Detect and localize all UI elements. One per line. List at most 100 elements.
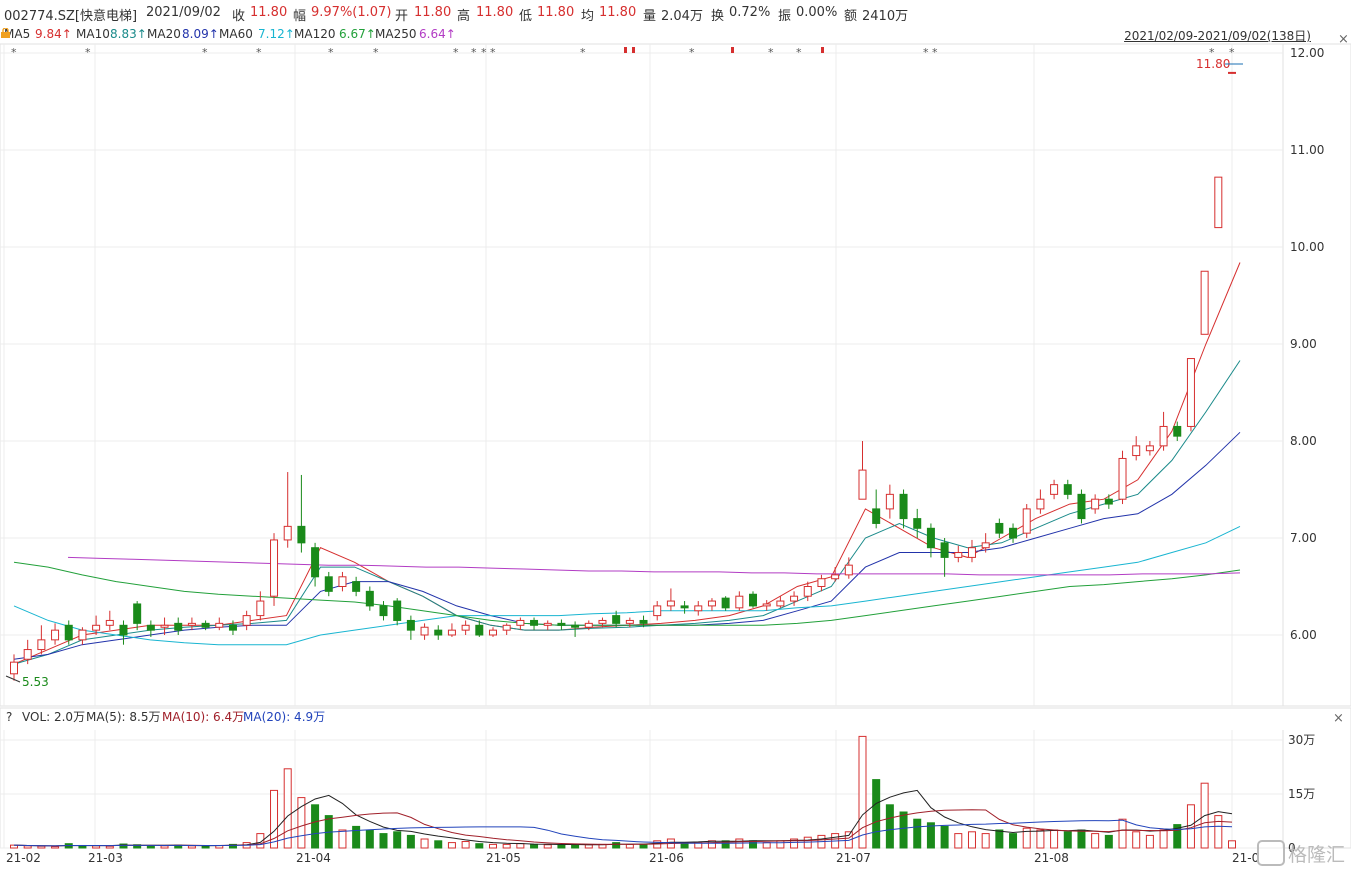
candle-body [762, 603, 771, 607]
candle-body [133, 603, 142, 624]
date-range-link[interactable]: 2021/02/09-2021/09/02(138日) [1124, 29, 1311, 43]
last-price-marker: 11.80 [1196, 57, 1243, 71]
lock-icon[interactable] [0, 28, 11, 38]
volume-bar [92, 845, 101, 849]
event-flag-marker [731, 47, 734, 53]
candle-body [625, 619, 634, 624]
turn-label: 换 [711, 9, 725, 24]
date-tick-label: 21-05 [486, 851, 521, 865]
event-star-marker: * [373, 46, 379, 59]
event-star-marker: * [1209, 46, 1215, 59]
help-icon[interactable]: ? [6, 710, 12, 724]
candle-body [926, 527, 935, 549]
stock-code[interactable]: 002774.SZ[快意电梯] [4, 9, 138, 24]
date-tick-label: 21-0 [1232, 851, 1259, 865]
volume-bar [625, 843, 634, 849]
ma-line-ma10 [13, 360, 1241, 665]
candle-body [790, 595, 799, 602]
candle-body [1022, 508, 1031, 534]
event-star-marker: * [689, 46, 695, 59]
candle-body [721, 597, 730, 609]
close-icon[interactable]: × [1338, 32, 1349, 47]
candle-body [324, 576, 333, 592]
candle-body [954, 552, 963, 558]
candle-body [1077, 493, 1086, 520]
event-star-marker: * [490, 46, 496, 59]
price-tick-label: 6.00 [1290, 628, 1317, 642]
volume-bar [1145, 834, 1154, 849]
ma250-label: MA250 [375, 27, 417, 41]
volume-bar [1104, 834, 1113, 849]
candle-body [475, 624, 484, 636]
candle-body [242, 615, 251, 626]
event-star-marker: * [580, 46, 586, 59]
close-icon[interactable]: × [1333, 711, 1344, 726]
open-label: 开 [395, 9, 409, 24]
candle-body [365, 590, 374, 607]
candle-body [338, 576, 347, 587]
volume-bar [51, 846, 60, 849]
volume-bar [557, 844, 566, 849]
vol-ma5: MA(5): 8.5万 [86, 710, 161, 724]
candle-body [680, 605, 689, 609]
event-star-marker: * [1229, 46, 1235, 59]
volume-bar [475, 843, 484, 849]
watermark-logo [1257, 840, 1285, 866]
volume-bar [776, 840, 785, 849]
high-value: 11.80 [476, 5, 514, 20]
vol-ma20: MA(20): 4.9万 [243, 710, 325, 724]
ma20-label: MA20 [147, 27, 181, 41]
volume-bar [913, 818, 922, 849]
low-price-marker: 5.53 [5, 675, 49, 689]
avg-label: 均 [581, 9, 595, 24]
candle-body [913, 518, 922, 529]
volume-bar [160, 845, 169, 849]
volume-bar [146, 845, 155, 849]
open-value: 11.80 [414, 5, 452, 20]
candle-body [447, 629, 456, 636]
ma5-label: MA5 [4, 27, 31, 41]
candle-body [1132, 445, 1141, 457]
candle-body [174, 622, 183, 631]
candle-body [1173, 425, 1182, 437]
volume-bar [1214, 815, 1223, 849]
volume-bar [790, 838, 799, 849]
date-tick-label: 21-07 [836, 851, 871, 865]
volume-bar [461, 841, 470, 849]
volume-bar [502, 843, 511, 849]
price-tick-label: 7.00 [1290, 531, 1317, 545]
volume-bar [872, 779, 881, 849]
candle-body [1228, 71, 1236, 74]
vol-current: VOL: 2.0万 [22, 710, 85, 724]
volume-bar [1022, 827, 1031, 849]
candle-body [557, 622, 566, 626]
volume-bar [311, 804, 320, 849]
candle-body [899, 493, 908, 520]
candle-body [23, 649, 32, 660]
volume-bar [1228, 840, 1236, 849]
close-price-icon[interactable]: × [1338, 32, 1349, 47]
vol-ma20-line [13, 819, 1233, 847]
candle-body [885, 493, 894, 510]
volume-bar [612, 842, 621, 849]
amp-value: 9.97%(1.07) [311, 5, 392, 20]
volume-bar [885, 804, 894, 849]
event-star-marker: * [202, 46, 208, 59]
event-star-marker: * [481, 46, 487, 59]
price-tick-label: 8.00 [1290, 434, 1317, 448]
vol-ma5-line [13, 789, 1233, 847]
candle-body [352, 581, 361, 592]
volume-bar [447, 842, 456, 849]
volume-bar [434, 840, 443, 849]
candle-body [571, 624, 580, 628]
close-volume-icon[interactable]: × [1333, 711, 1344, 726]
candle-body [420, 626, 429, 636]
ma10-value: 8.83↑ [110, 27, 147, 41]
volume-bar [981, 833, 990, 849]
volume-bar [1159, 829, 1168, 849]
candle-body [1063, 484, 1072, 495]
candle-body [1186, 358, 1195, 427]
volume-bar [516, 843, 525, 849]
candles [10, 71, 1236, 681]
